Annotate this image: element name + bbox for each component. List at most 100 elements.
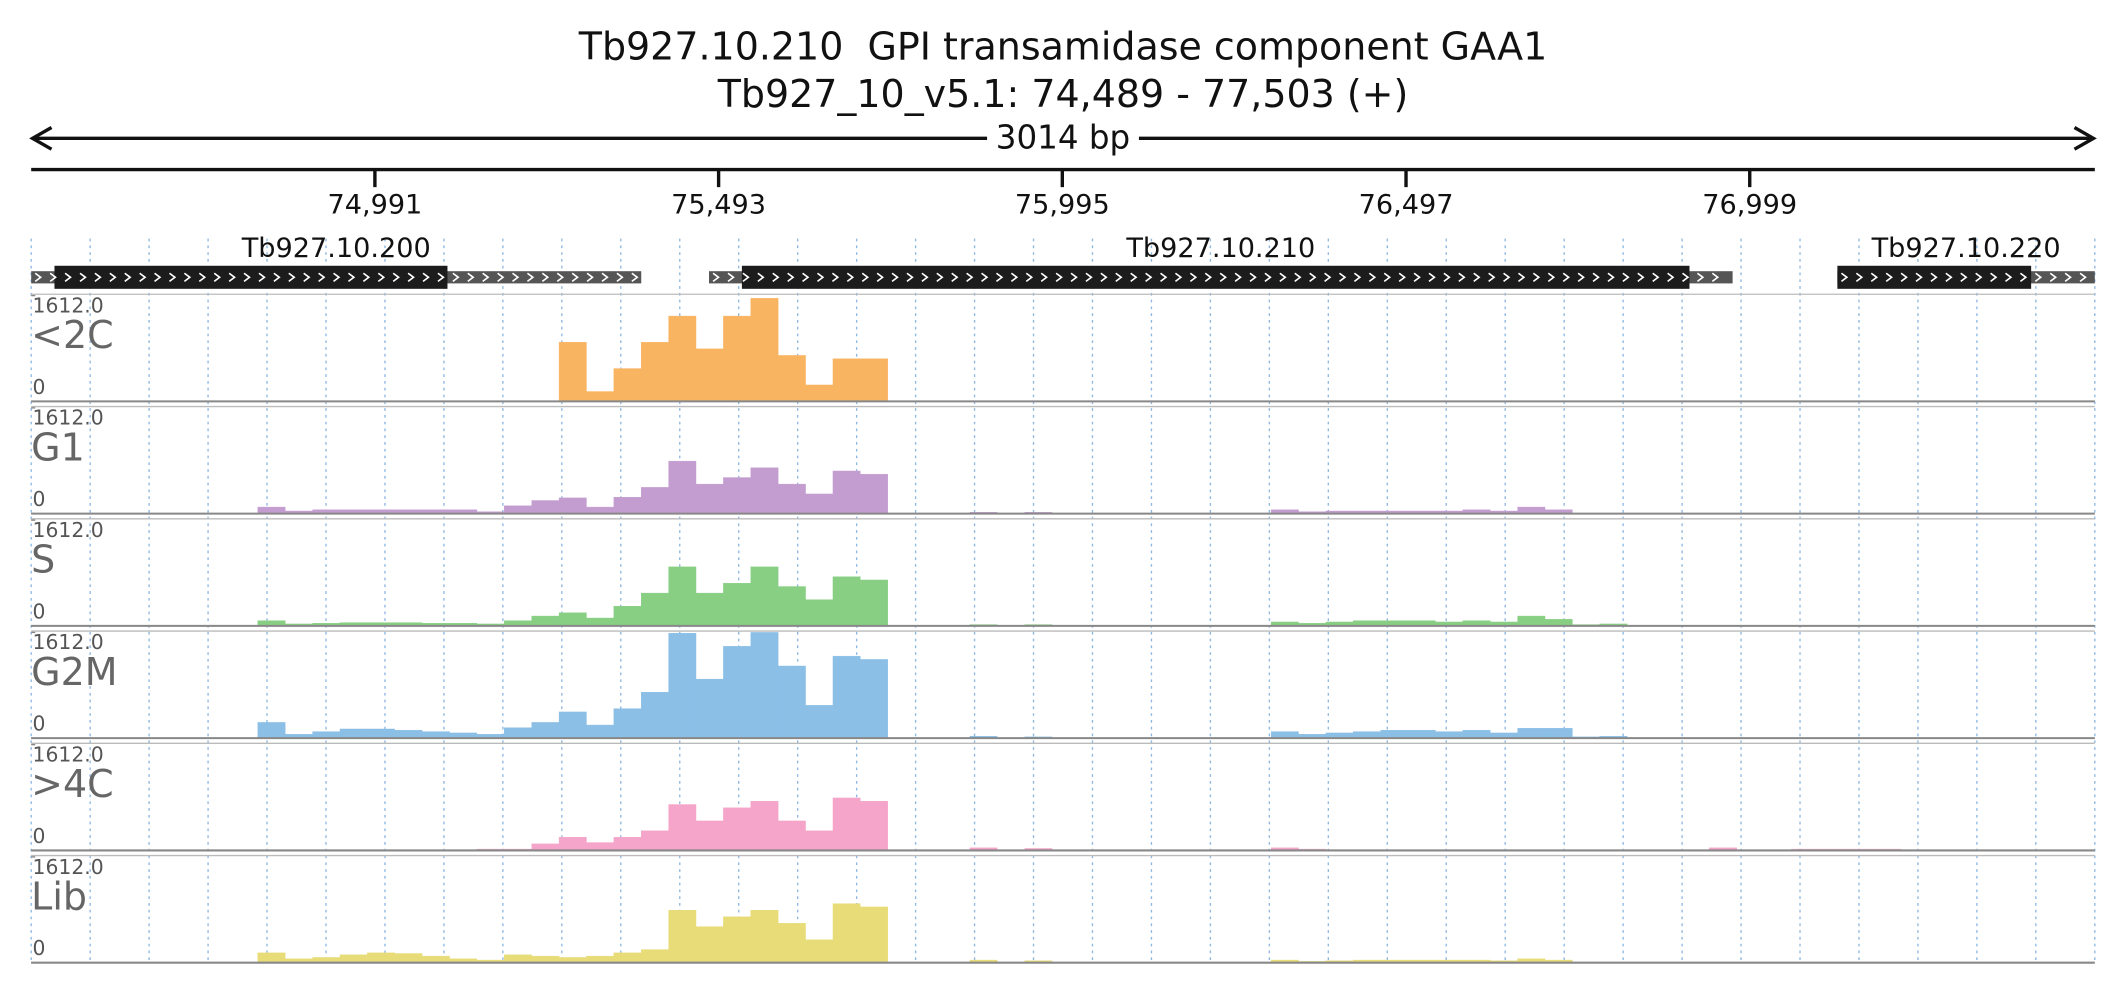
y-tick-label: 1612.0 (33, 743, 104, 767)
coverage-bar (339, 728, 368, 739)
x-tick-label: 74,991 (327, 190, 422, 221)
strand-chevron (1945, 272, 1953, 283)
strand-chevron (467, 272, 475, 283)
strand-chevron (49, 272, 57, 283)
strand-chevron (1975, 272, 1983, 283)
strand-chevron (1900, 272, 1908, 283)
strand-chevron (817, 272, 825, 283)
coverage-bar (750, 467, 779, 514)
strand-chevron (966, 272, 974, 283)
span-label-bg (987, 119, 1139, 158)
strand-chevron (556, 272, 565, 283)
strand-chevron (1915, 272, 1923, 283)
strand-chevron (288, 272, 296, 283)
strand-chevron (1885, 272, 1893, 283)
coverage-bar (668, 460, 697, 514)
strand-chevron (139, 272, 147, 283)
coverage-bar (668, 566, 697, 627)
coverage-bar (613, 606, 642, 627)
coverage-bar (668, 315, 697, 402)
coverage-bar (1544, 728, 1573, 739)
strand-chevron (79, 272, 87, 283)
strand-chevron (2034, 272, 2043, 283)
strand-chevron (936, 272, 944, 283)
coverage-bar (394, 953, 423, 963)
strand-chevron (347, 272, 356, 283)
coverage-bar (832, 470, 861, 514)
strand-chevron (772, 272, 780, 283)
y-tick-label: 0 (33, 599, 46, 623)
strand-chevron (1428, 272, 1436, 283)
coverage-bar (504, 505, 532, 514)
coverage-bar (558, 612, 587, 627)
coverage-bar (367, 728, 395, 739)
strand-chevron (198, 272, 207, 283)
coverage-bar (586, 391, 615, 402)
coverage-bar (723, 315, 751, 402)
strand-chevron (183, 272, 192, 283)
strand-chevron (333, 272, 341, 283)
strand-chevron (1682, 272, 1690, 283)
x-tick-label: 75,493 (671, 190, 766, 221)
coverage-bar (613, 708, 642, 739)
coverage-bar (750, 632, 779, 739)
coverage-bar (695, 678, 724, 739)
y-tick-label: 0 (33, 375, 46, 399)
strand-chevron (1189, 272, 1198, 283)
strand-chevron (1294, 272, 1302, 283)
strand-chevron (1622, 272, 1630, 283)
coverage-bar (558, 342, 587, 402)
coverage-bar (723, 583, 751, 627)
coverage-bar (777, 820, 806, 851)
strand-chevron (1637, 272, 1645, 283)
strand-chevron (1040, 272, 1048, 283)
gene-label: Tb927.10.220 (1871, 233, 2061, 264)
coverage-bar (860, 659, 888, 739)
coverage-bar (558, 497, 587, 514)
strand-chevron (1264, 272, 1272, 283)
coverage-bar (832, 576, 861, 627)
strand-chevron (1339, 272, 1347, 283)
gene-label: Tb927.10.200 (241, 233, 431, 264)
coverage-bar (1380, 730, 1409, 739)
plot: 74,991 75,493 75,995 76,497 76,999 Tb927.10.2… (31, 169, 2095, 964)
strand-chevron (1100, 272, 1108, 283)
strand-chevron (951, 272, 959, 283)
strand-chevron (571, 272, 579, 283)
strand-chevron (1532, 272, 1541, 283)
coverage-bar (750, 298, 779, 402)
strand-chevron (876, 272, 884, 283)
strand-chevron (1488, 272, 1496, 283)
coverage-bar (1517, 615, 1546, 627)
strand-chevron (1930, 272, 1938, 283)
strand-chevron (362, 272, 371, 283)
strand-chevron (1696, 272, 1705, 283)
y-tick-label: 0 (33, 936, 46, 960)
strand-chevron (1517, 272, 1526, 283)
coverage-bar (805, 939, 834, 963)
strand-chevron (392, 272, 400, 283)
coverage-bar (805, 384, 834, 402)
strand-chevron (512, 272, 520, 283)
track-name: S (31, 538, 55, 582)
coverage-bar (860, 906, 888, 963)
strand-chevron (831, 272, 840, 283)
track-name: >4C (31, 762, 113, 806)
coverage-bar (750, 910, 779, 963)
coverage-bar (257, 722, 286, 739)
coverage-bar (832, 797, 861, 851)
y-tick-label: 1612.0 (33, 630, 104, 654)
strand-chevron (64, 272, 72, 283)
coverage-bar (860, 474, 888, 514)
span-label: 3014 bp (996, 119, 1130, 157)
coverage-bar (777, 586, 806, 627)
strand-chevron (482, 272, 490, 283)
coverage-bar (668, 804, 697, 851)
y-tick-label: 1612.0 (33, 518, 104, 542)
coverage-bar (586, 724, 615, 739)
strand-chevron (377, 272, 386, 283)
coverage-bar (1462, 730, 1491, 739)
strand-chevron (995, 272, 1004, 283)
coverage-bar (504, 727, 532, 739)
